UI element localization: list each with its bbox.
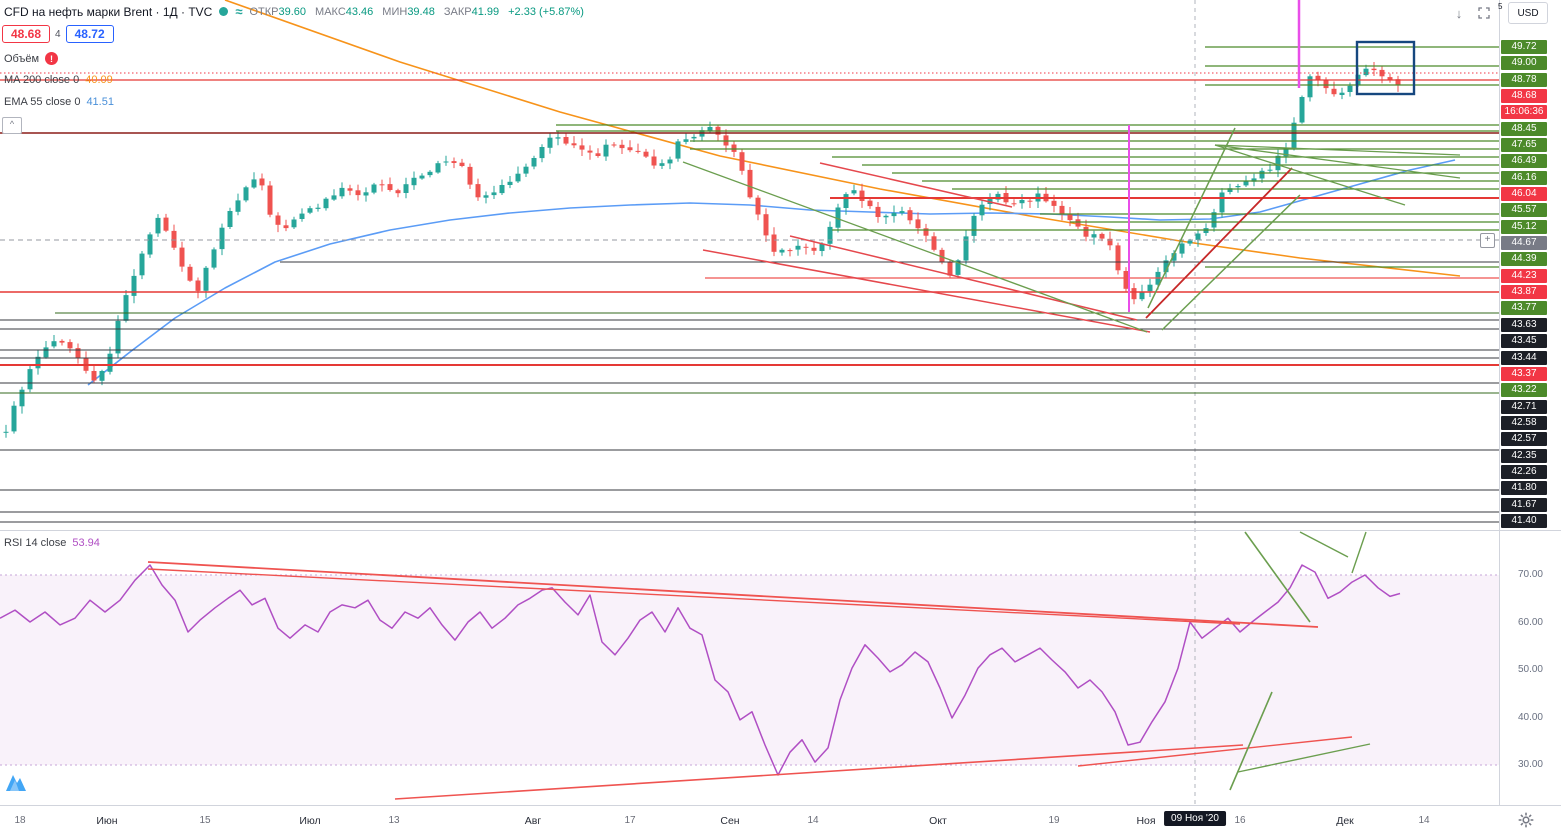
time-label: Ноя	[1136, 815, 1156, 827]
price-label: 42.57	[1501, 432, 1547, 447]
broker-logo-icon	[4, 770, 28, 794]
study-error-icon[interactable]: !	[45, 52, 59, 65]
time-label: Июл	[299, 815, 321, 827]
add-alert-button[interactable]: +	[1480, 233, 1495, 248]
time-label: Дек	[1336, 815, 1354, 827]
time-label: 16	[1234, 815, 1246, 826]
price-label: 43.22	[1501, 383, 1547, 398]
time-label: 19	[1048, 815, 1060, 826]
rsi-axis[interactable]: 70.00 60.00 50.00 40.00 30.00	[1499, 0, 1549, 805]
pane-separator[interactable]	[0, 530, 1561, 531]
time-label: 14	[807, 815, 819, 826]
close-label: ЗАКР	[443, 5, 472, 18]
ema-legend-label: EMA 55 close 0	[4, 96, 81, 108]
time-label: Окт	[929, 815, 947, 827]
close-value: 41.99	[471, 5, 500, 18]
ma-legend[interactable]: MA 200 close 0 40.09	[4, 74, 113, 86]
price-label: 42.26	[1501, 464, 1547, 479]
rsi-label: 60.00	[1517, 616, 1543, 628]
ema-legend-value: 41.51	[86, 96, 114, 108]
price-axis[interactable]: 49.72 49.00 48.78 48.68 16:06:36 48.45 47.65 46…	[1501, 0, 1547, 530]
price-label: 44.39	[1501, 252, 1547, 267]
volume-legend-label: Объём	[4, 52, 40, 65]
price-label: 43.37	[1501, 366, 1547, 381]
date-badge: 09 Ноя '20	[1164, 811, 1226, 826]
fullscreen-icon	[1478, 7, 1490, 19]
price-label: 45.57	[1501, 203, 1547, 218]
high-label: МАКС	[315, 5, 346, 18]
price-label: 43.44	[1501, 350, 1547, 365]
time-label: 15	[199, 815, 211, 826]
buy-button[interactable]: 48.72	[65, 25, 114, 43]
settings-gear-button[interactable]	[1518, 812, 1536, 830]
price-label: 45.12	[1501, 219, 1547, 234]
rsi-label: 70.00	[1517, 569, 1543, 580]
currency-button[interactable]: USD	[1508, 2, 1548, 24]
ma-legend-label: MA 200 close 0	[4, 74, 80, 86]
time-label: 18	[14, 815, 26, 826]
ma-legend-value: 40.09	[85, 74, 113, 86]
time-label: Июн	[96, 815, 118, 827]
fullscreen-button[interactable]	[1474, 3, 1494, 23]
rsi-label: 50.00	[1517, 664, 1543, 675]
high-value: 43.46	[345, 5, 374, 18]
ohlc-values: ОТКР 39.60 МАКС 43.46 МИН 39.48 ЗАКР 41.…	[249, 6, 583, 18]
time-axis[interactable]: 18 Июн 15 Июл 13 Авг 17 Сен 14 Окт 19 Ноя 16 Дек 14 09 …	[0, 805, 1561, 836]
price-label: 48.68	[1501, 89, 1547, 103]
price-label: 47.65	[1501, 138, 1547, 152]
scale-superscript: 5	[1498, 2, 1503, 11]
low-label: МИН	[382, 5, 408, 18]
time-label: 17	[624, 815, 636, 826]
rsi-label: 30.00	[1517, 759, 1543, 770]
sell-button[interactable]: 48.68	[2, 25, 51, 43]
time-label: Сен	[720, 815, 740, 827]
low-value: 39.48	[407, 5, 435, 18]
price-label: 48.45	[1501, 121, 1547, 136]
symbol-title[interactable]: CFD на нефть марки Brent · 1Д · TVC	[4, 4, 213, 19]
rsi-legend-label: RSI 14 close	[4, 537, 67, 549]
price-axis-border	[1499, 0, 1500, 836]
price-label: 46.16	[1501, 170, 1547, 185]
volume-legend[interactable]: Объём !	[4, 52, 59, 65]
price-label: 43.77	[1501, 301, 1547, 316]
chart-header: CFD на нефть марки Brent · 1Д · TVC ≈ ОТ…	[4, 4, 584, 19]
spread-value: 4	[55, 28, 61, 40]
price-label: 41.80	[1501, 481, 1547, 496]
price-label: 43.63	[1501, 317, 1547, 332]
collapse-legend-button[interactable]: ^	[2, 117, 22, 134]
price-label: 41.67	[1501, 497, 1547, 512]
price-label: 49.72	[1501, 40, 1547, 54]
price-label: 42.35	[1501, 448, 1547, 463]
gear-icon	[1518, 812, 1534, 828]
rsi-label: 40.00	[1517, 711, 1543, 723]
price-label: 42.58	[1501, 415, 1547, 430]
price-label: 44.67	[1501, 236, 1547, 251]
price-label: 41.40	[1501, 513, 1547, 528]
market-status-icon	[219, 7, 229, 16]
trade-panel: 48.68 4 48.72	[2, 25, 114, 43]
approx-icon: ≈	[235, 4, 243, 19]
time-label: 13	[388, 815, 400, 826]
rsi-legend-value: 53.94	[72, 537, 100, 549]
open-label: ОТКР	[249, 5, 279, 18]
time-label: Авг	[524, 815, 542, 827]
price-label: 16:06:36	[1501, 105, 1547, 120]
price-label: 43.45	[1501, 334, 1547, 349]
ema-legend[interactable]: EMA 55 close 0 41.51	[4, 96, 114, 108]
open-value: 39.60	[278, 5, 307, 18]
price-label: 46.49	[1501, 154, 1547, 169]
goto-realtime-button[interactable]: ↓	[1455, 5, 1463, 21]
price-label: 42.71	[1501, 399, 1547, 414]
time-label: 14	[1418, 815, 1430, 826]
price-label: 49.00	[1501, 56, 1547, 71]
rsi-legend[interactable]: RSI 14 close 53.94	[4, 537, 100, 549]
price-label: 46.04	[1501, 187, 1547, 202]
price-label: 44.23	[1501, 268, 1547, 283]
price-label: 43.87	[1501, 285, 1547, 300]
price-label: 48.78	[1501, 72, 1547, 87]
change-value: +2.33 (+5.87%)	[508, 5, 584, 18]
